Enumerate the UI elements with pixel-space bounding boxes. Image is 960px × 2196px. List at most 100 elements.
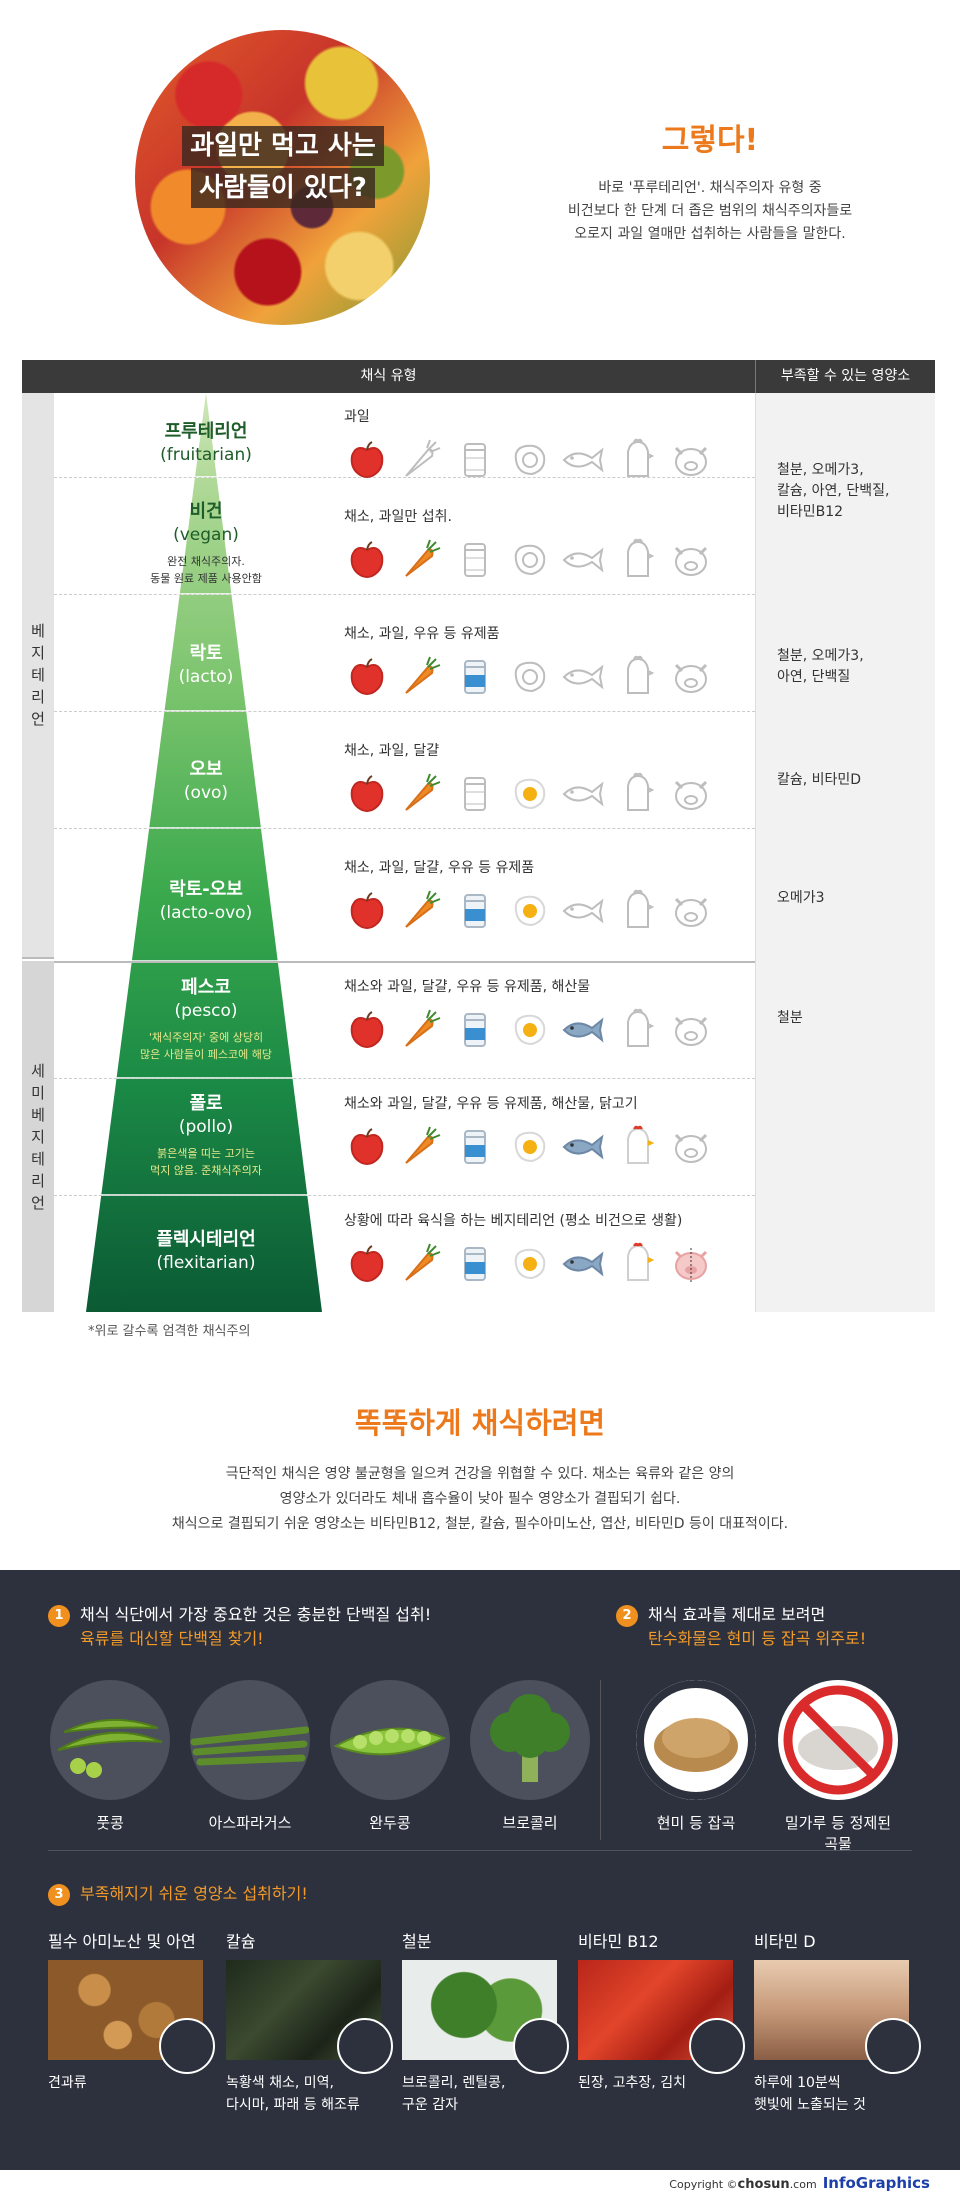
seaweed-photo (226, 1960, 393, 2074)
green-soybean-image (50, 1680, 170, 1800)
tier-note: 붉은색을 띠는 고기는 먹지 않음. 준채식주의자 (150, 1147, 262, 1177)
fish-icon (560, 1006, 606, 1056)
nutrient-card-title: 필수 아미노산 및 아연 (48, 1932, 196, 1951)
food-icons-row (344, 1123, 714, 1173)
copyright-text: Copyright © (669, 2178, 738, 2191)
vegetarian-types-table: 채식 유형 부족할 수 있는 영양소 베지테리언 세미베지테리언 (22, 360, 935, 1312)
tier-name: 락토-오보 (169, 879, 243, 900)
section2-title: 똑똑하게 채식하려면 (354, 1406, 606, 1440)
tip-number-badge: 3 (48, 1883, 70, 1906)
food-caption: 완두콩 (369, 1814, 411, 1832)
milk-icon (452, 1006, 498, 1056)
row-desc: 채소와 과일, 달걀, 우유 등 유제품, 해산물, 닭고기 (344, 1096, 638, 1112)
row-divider (54, 711, 755, 712)
tip3-title: 부족해지기 쉬운 영양소 섭취하기! (80, 1884, 308, 1903)
tip-number-badge: 2 (616, 1604, 638, 1627)
broccoli-image (470, 1680, 590, 1800)
food-refined-grain: 밀가루 등 정제된 곡물 (778, 1680, 898, 1854)
food-icons-row (344, 653, 714, 703)
pig-icon (668, 1240, 714, 1290)
food-green-pea: 완두콩 (330, 1680, 450, 1833)
footer: Copyright ©chosun.com InfoGraphics (0, 2170, 960, 2196)
section-divider (48, 1850, 912, 1851)
tier-name-en: (ovo) (183, 783, 229, 803)
nutrient-card-caption: 견과류 (48, 2075, 87, 2091)
nutrient-card-calcium: 칼슘 녹황색 채소, 미역, 다시마, 파래 등 해조류 (226, 1928, 393, 2116)
nutrient-text: 칼슘, 비타민D (777, 772, 862, 788)
pig-icon (668, 770, 714, 820)
carrot-icon (398, 1240, 444, 1290)
tier-fruitarian: 프루테리언 (fruitarian) (76, 420, 336, 467)
hero-title-line1: 과일만 먹고 사는 (182, 126, 384, 166)
row-desc: 과일 (344, 409, 370, 425)
row-desc: 채소, 과일만 섭취. (344, 509, 452, 525)
tier-ovo: 오보 (ovo) (76, 758, 336, 805)
tier-name-en: (fruitarian) (160, 445, 252, 465)
food-green-soybean: 풋콩 (50, 1680, 170, 1833)
food-icons-row (344, 1240, 714, 1290)
nuts-photo (48, 1960, 215, 2074)
egg-icon (506, 887, 552, 937)
tier-pollo: 폴로 (pollo) 붉은색을 띠는 고기는 먹지 않음. 준채식주의자 (76, 1092, 336, 1179)
sunlight-photo (754, 1960, 921, 2074)
row-divider (54, 477, 755, 478)
hero-headline: 그렇다! (661, 123, 759, 158)
smart-vegetarian-section: 똑똑하게 채식하려면 극단적인 채식은 영양 불균형을 일으켜 건강을 위협할 … (0, 1400, 960, 1537)
egg-icon (506, 436, 552, 486)
nutrient-text: 철분 (777, 1010, 803, 1026)
apple-icon (344, 1006, 390, 1056)
row-divider (54, 1078, 755, 1079)
carrot-icon (398, 770, 444, 820)
broccoli-photo (402, 1960, 569, 2074)
egg-icon (506, 1006, 552, 1056)
section2-line3: 채식으로 결핍되기 쉬운 영양소는 비타민B12, 철분, 칼슘, 필수아미노산… (171, 1516, 789, 1532)
food-icons-row (344, 436, 714, 486)
nutrient-card-iron: 철분 브로콜리, 렌틸콩, 구운 감자 (402, 1928, 569, 2116)
hero-desc-line1: 바로 '푸루테리언'. 채식주의자 유형 중 (598, 180, 822, 196)
row-desc: 상황에 따라 육식을 하는 베지테리언 (평소 비건으로 생활) (344, 1213, 683, 1229)
egg-icon (506, 536, 552, 586)
egg-icon (506, 770, 552, 820)
tier-note: '채식주의자' 중에 상당히 많은 사람들이 페스코에 해당 (140, 1031, 272, 1061)
milk-icon (452, 436, 498, 486)
milk-icon (452, 1123, 498, 1173)
fish-icon (560, 1123, 606, 1173)
row-desc: 채소, 과일, 우유 등 유제품 (344, 626, 500, 642)
group-divider (54, 961, 755, 963)
carrot-icon (398, 1006, 444, 1056)
apple-icon (344, 1123, 390, 1173)
sun-icon (865, 2018, 921, 2074)
food-caption: 현미 등 잡곡 (656, 1814, 736, 1832)
food-broccoli: 브로콜리 (470, 1680, 590, 1833)
carrot-icon (398, 1123, 444, 1173)
chicken-icon (614, 770, 660, 820)
section2-line1: 극단적인 채식은 영양 불균형을 일으켜 건강을 위협할 수 있다. 채소는 육… (225, 1466, 735, 1482)
chicken-icon (614, 653, 660, 703)
tier-name: 오보 (189, 759, 223, 780)
food-icons-row (344, 1006, 714, 1056)
egg-icon (506, 1240, 552, 1290)
tier-name-en: (pollo) (178, 1117, 234, 1137)
nutrient-column (755, 393, 935, 1312)
food-caption: 아스파라거스 (208, 1814, 292, 1832)
hero-section: 과일만 먹고 사는 사람들이 있다? 그렇다! 바로 '푸루테리언'. 채식주의… (0, 0, 960, 340)
row-divider (54, 594, 755, 595)
brown-rice-image (636, 1680, 756, 1800)
tip1-sub: 육류를 대신할 단백질 찾기! (80, 1629, 264, 1648)
row-divider (54, 828, 755, 829)
tip2-sub: 탄수화물은 현미 등 잡곡 위주로! (648, 1629, 867, 1648)
milk-icon (452, 653, 498, 703)
tips-panel (0, 1570, 960, 2184)
nutrient-card-title: 칼슘 (226, 1932, 256, 1951)
food-caption: 밀가루 등 정제된 곡물 (784, 1814, 892, 1853)
food-icons-row (344, 536, 714, 586)
green-pea-image (330, 1680, 450, 1800)
chicken-icon (614, 1006, 660, 1056)
pig-icon (668, 1006, 714, 1056)
peanut-icon (159, 2018, 215, 2074)
tip2-title: 채식 효과를 제대로 보려면 (648, 1605, 826, 1624)
nutrient-card-caption: 하루에 10분씩 햇빛에 노출되는 것 (754, 2075, 866, 2113)
carrot-icon (398, 536, 444, 586)
pig-icon (668, 887, 714, 937)
fish-icon (560, 887, 606, 937)
